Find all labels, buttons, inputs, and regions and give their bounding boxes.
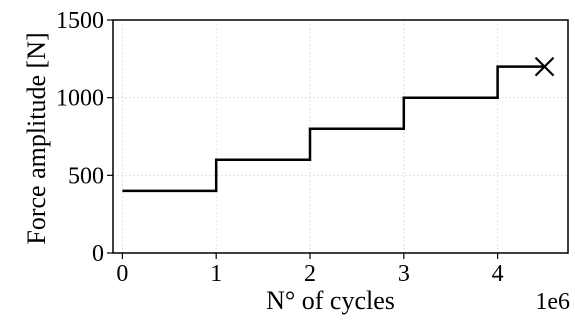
y-tick-label: 0: [92, 241, 104, 267]
x-tick-label: 2: [304, 261, 316, 287]
y-axis-label: Force amplitude [N]: [22, 32, 51, 244]
y-tick-label: 1000: [56, 86, 104, 112]
y-tick-label: 1500: [56, 8, 104, 34]
y-tick-label: 500: [68, 163, 104, 189]
ticks: 0 1 2 3 4 0 500 1000 1500: [56, 8, 504, 287]
x-tick-label: 1: [210, 261, 222, 287]
plot-frame: [112, 19, 569, 254]
series-layer: [122, 65, 545, 193]
x-axis-offset-label: 1e6: [535, 289, 570, 315]
x-icon: [534, 56, 555, 77]
x-tick-label: 0: [116, 261, 128, 287]
marker-layer: [534, 56, 555, 77]
x-icon-stroke: [534, 56, 555, 77]
series-line: [122, 65, 545, 193]
x-tick-label: 4: [492, 261, 504, 287]
grid: [113, 19, 568, 254]
x-axis-label: N° of cycles: [266, 286, 395, 315]
x-tick-label: 3: [398, 261, 410, 287]
